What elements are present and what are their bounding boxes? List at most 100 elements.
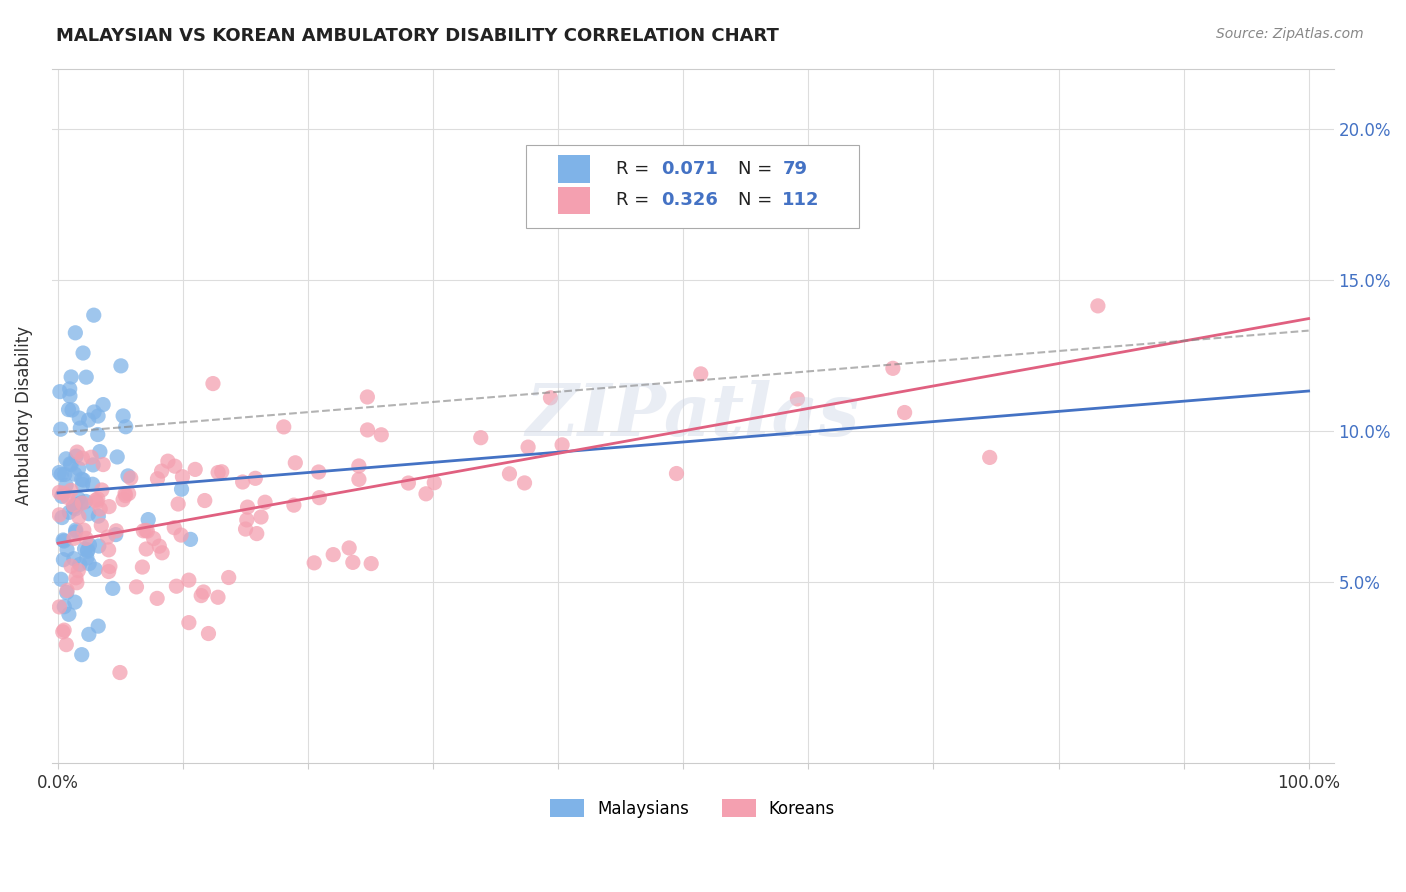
Koreans — [167, 497, 190, 511]
Koreans — [89, 502, 111, 516]
Koreans — [131, 560, 153, 574]
Malaysians — [63, 595, 86, 609]
Koreans — [150, 546, 173, 560]
FancyBboxPatch shape — [558, 186, 591, 214]
Koreans — [114, 486, 136, 500]
Koreans — [156, 454, 179, 468]
Koreans — [551, 438, 574, 452]
Koreans — [498, 467, 520, 481]
Koreans — [347, 458, 370, 473]
Koreans — [97, 565, 120, 579]
Koreans — [163, 459, 186, 474]
Malaysians — [83, 405, 105, 419]
FancyBboxPatch shape — [526, 145, 859, 228]
Koreans — [194, 493, 217, 508]
Malaysians — [77, 627, 100, 641]
Koreans — [146, 472, 169, 486]
Koreans — [146, 591, 169, 606]
Koreans — [236, 500, 259, 514]
Malaysians — [110, 359, 132, 373]
Koreans — [665, 467, 688, 481]
Koreans — [211, 465, 233, 479]
Koreans — [470, 431, 492, 445]
Malaysians — [77, 507, 100, 521]
Koreans — [53, 623, 76, 637]
Malaysians — [75, 494, 97, 508]
Malaysians — [65, 326, 87, 340]
Koreans — [72, 451, 94, 466]
Malaysians — [104, 527, 127, 541]
Koreans — [125, 580, 148, 594]
Text: R =: R = — [616, 192, 655, 210]
Malaysians — [72, 477, 94, 491]
Koreans — [170, 528, 193, 542]
Koreans — [60, 559, 83, 574]
Malaysians — [67, 461, 90, 475]
Malaysians — [87, 509, 110, 524]
Koreans — [250, 510, 273, 524]
Malaysians — [58, 607, 80, 622]
Malaysians — [49, 384, 72, 399]
Malaysians — [170, 482, 193, 496]
Koreans — [66, 575, 89, 590]
Malaysians — [65, 524, 87, 539]
Koreans — [56, 491, 79, 505]
Koreans — [135, 524, 157, 538]
Malaysians — [114, 419, 136, 434]
Koreans — [193, 585, 215, 599]
Malaysians — [63, 501, 86, 516]
Koreans — [48, 599, 70, 614]
Koreans — [97, 530, 120, 544]
Koreans — [246, 526, 269, 541]
Malaysians — [59, 457, 82, 471]
Malaysians — [87, 619, 110, 633]
Koreans — [415, 487, 437, 501]
Malaysians — [75, 370, 97, 384]
Malaysians — [76, 542, 98, 557]
Koreans — [63, 531, 86, 545]
Malaysians — [55, 478, 77, 492]
Koreans — [322, 548, 344, 562]
Malaysians — [70, 496, 93, 510]
Koreans — [75, 532, 97, 546]
Koreans — [142, 532, 165, 546]
Koreans — [55, 638, 77, 652]
Malaysians — [87, 409, 110, 423]
Text: MALAYSIAN VS KOREAN AMBULATORY DISABILITY CORRELATION CHART: MALAYSIAN VS KOREAN AMBULATORY DISABILIT… — [56, 27, 779, 45]
Koreans — [90, 483, 112, 497]
Malaysians — [72, 473, 94, 487]
Malaysians — [72, 346, 94, 360]
Koreans — [52, 624, 75, 639]
Legend: Malaysians, Koreans: Malaysians, Koreans — [544, 793, 842, 824]
Koreans — [114, 489, 136, 503]
Koreans — [360, 557, 382, 571]
Koreans — [80, 450, 103, 465]
Koreans — [65, 571, 87, 585]
Malaysians — [117, 469, 139, 483]
Malaysians — [52, 533, 75, 547]
Koreans — [117, 486, 139, 500]
Malaysians — [48, 466, 70, 480]
Malaysians — [69, 421, 91, 435]
Koreans — [254, 495, 277, 509]
Malaysians — [70, 472, 93, 486]
Malaysians — [105, 450, 128, 464]
Malaysians — [63, 467, 86, 481]
Text: 0.071: 0.071 — [661, 161, 717, 178]
Koreans — [337, 541, 360, 555]
Malaysians — [79, 538, 101, 552]
Text: N =: N = — [738, 192, 778, 210]
Text: ZIPatlas: ZIPatlas — [526, 380, 859, 451]
Koreans — [91, 458, 114, 472]
Malaysians — [76, 550, 98, 565]
Koreans — [98, 500, 121, 514]
Koreans — [232, 475, 254, 489]
Koreans — [62, 498, 84, 512]
Malaysians — [82, 477, 104, 491]
Koreans — [172, 469, 194, 483]
Malaysians — [63, 551, 86, 566]
Koreans — [190, 589, 212, 603]
Koreans — [283, 498, 305, 512]
Malaysians — [65, 449, 87, 463]
Koreans — [1087, 299, 1109, 313]
